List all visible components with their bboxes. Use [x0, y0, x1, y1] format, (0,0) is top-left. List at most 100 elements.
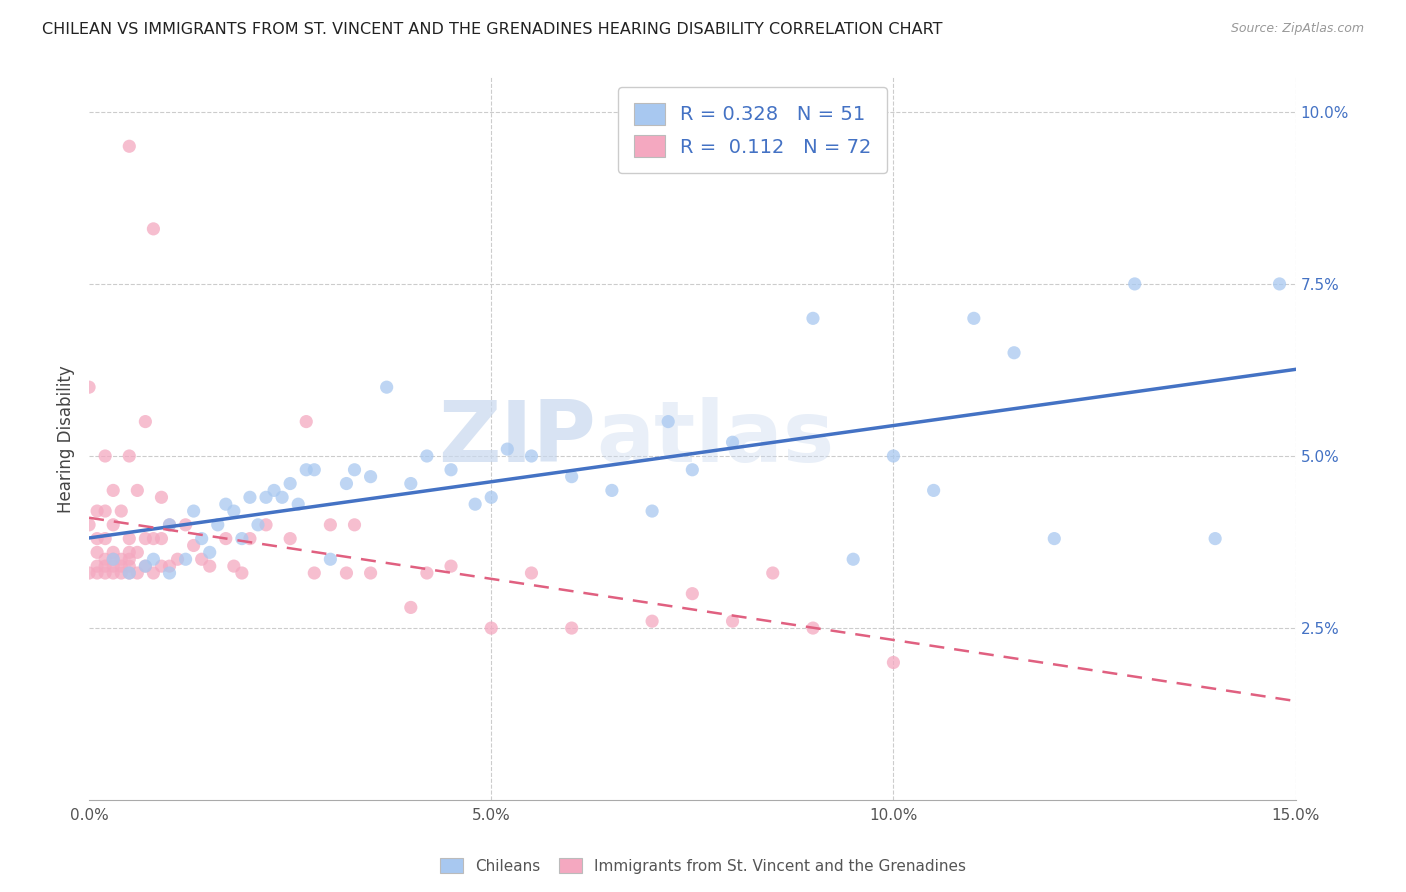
- Point: [239, 491, 262, 505]
- Point: [183, 504, 205, 518]
- Point: [118, 559, 141, 574]
- Point: [1204, 532, 1226, 546]
- Point: [963, 311, 986, 326]
- Point: [118, 139, 141, 153]
- Point: [641, 614, 664, 628]
- Point: [103, 517, 125, 532]
- Point: [319, 517, 342, 532]
- Point: [882, 656, 904, 670]
- Point: [127, 483, 149, 498]
- Point: [127, 566, 149, 580]
- Point: [166, 552, 188, 566]
- Point: [86, 504, 108, 518]
- Point: [103, 566, 125, 580]
- Point: [77, 566, 100, 580]
- Point: [231, 532, 253, 546]
- Point: [440, 559, 463, 574]
- Point: [416, 566, 439, 580]
- Point: [263, 483, 285, 498]
- Point: [801, 311, 824, 326]
- Point: [103, 559, 125, 574]
- Point: [600, 483, 623, 498]
- Point: [174, 517, 197, 532]
- Point: [278, 476, 301, 491]
- Point: [103, 545, 125, 559]
- Point: [416, 449, 439, 463]
- Point: [231, 566, 253, 580]
- Point: [190, 552, 212, 566]
- Point: [118, 566, 141, 580]
- Legend: R = 0.328   N = 51, R =  0.112   N = 72: R = 0.328 N = 51, R = 0.112 N = 72: [619, 87, 887, 173]
- Point: [295, 463, 318, 477]
- Point: [118, 552, 141, 566]
- Point: [94, 532, 117, 546]
- Point: [254, 491, 277, 505]
- Point: [110, 559, 132, 574]
- Point: [159, 517, 181, 532]
- Point: [134, 532, 156, 546]
- Point: [721, 435, 744, 450]
- Point: [343, 517, 366, 532]
- Point: [343, 463, 366, 477]
- Point: [287, 497, 309, 511]
- Point: [304, 566, 326, 580]
- Point: [222, 504, 245, 518]
- Point: [1268, 277, 1291, 291]
- Point: [94, 449, 117, 463]
- Point: [127, 545, 149, 559]
- Point: [86, 545, 108, 559]
- Point: [657, 415, 679, 429]
- Point: [479, 491, 502, 505]
- Point: [215, 532, 238, 546]
- Point: [464, 497, 486, 511]
- Point: [142, 566, 165, 580]
- Point: [1002, 345, 1025, 359]
- Point: [440, 463, 463, 477]
- Point: [190, 532, 212, 546]
- Point: [271, 491, 294, 505]
- Point: [159, 517, 181, 532]
- Point: [399, 476, 422, 491]
- Point: [118, 566, 141, 580]
- Point: [375, 380, 398, 394]
- Point: [278, 532, 301, 546]
- Point: [520, 449, 543, 463]
- Point: [360, 469, 382, 483]
- Point: [496, 442, 519, 456]
- Point: [335, 566, 357, 580]
- Point: [142, 532, 165, 546]
- Point: [1043, 532, 1066, 546]
- Point: [399, 600, 422, 615]
- Point: [721, 614, 744, 628]
- Point: [94, 559, 117, 574]
- Point: [159, 559, 181, 574]
- Point: [103, 552, 125, 566]
- Point: [103, 552, 125, 566]
- Point: [295, 415, 318, 429]
- Point: [142, 222, 165, 236]
- Point: [134, 559, 156, 574]
- Point: [681, 587, 703, 601]
- Point: [762, 566, 785, 580]
- Text: Source: ZipAtlas.com: Source: ZipAtlas.com: [1230, 22, 1364, 36]
- Point: [94, 504, 117, 518]
- Point: [86, 559, 108, 574]
- Point: [150, 491, 173, 505]
- Point: [134, 415, 156, 429]
- Legend: Chileans, Immigrants from St. Vincent and the Grenadines: Chileans, Immigrants from St. Vincent an…: [434, 852, 972, 880]
- Point: [150, 559, 173, 574]
- Point: [118, 545, 141, 559]
- Point: [360, 566, 382, 580]
- Point: [118, 532, 141, 546]
- Point: [246, 517, 269, 532]
- Point: [77, 517, 100, 532]
- Point: [110, 504, 132, 518]
- Point: [86, 532, 108, 546]
- Text: ZIP: ZIP: [439, 397, 596, 480]
- Point: [103, 483, 125, 498]
- Point: [222, 559, 245, 574]
- Point: [198, 559, 221, 574]
- Point: [207, 517, 229, 532]
- Point: [681, 463, 703, 477]
- Text: CHILEAN VS IMMIGRANTS FROM ST. VINCENT AND THE GRENADINES HEARING DISABILITY COR: CHILEAN VS IMMIGRANTS FROM ST. VINCENT A…: [42, 22, 942, 37]
